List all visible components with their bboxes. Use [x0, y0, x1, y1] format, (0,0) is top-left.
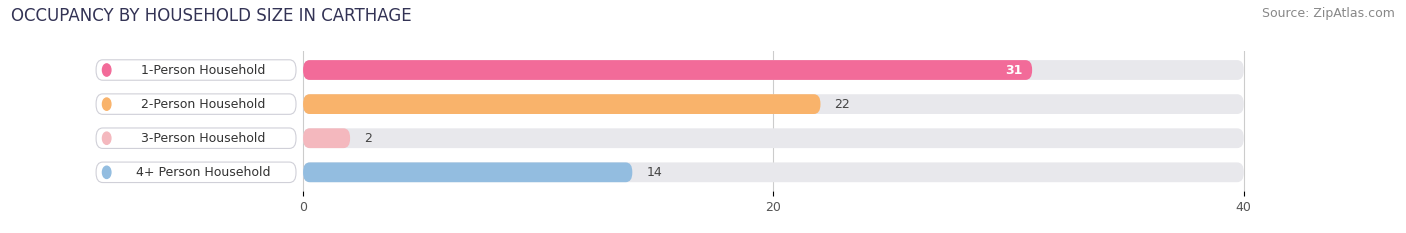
Text: 14: 14	[647, 166, 662, 179]
Text: 1-Person Household: 1-Person Household	[141, 64, 266, 76]
FancyBboxPatch shape	[304, 128, 1244, 148]
Circle shape	[103, 166, 111, 178]
FancyBboxPatch shape	[304, 94, 821, 114]
Circle shape	[103, 64, 111, 76]
FancyBboxPatch shape	[304, 60, 1032, 80]
Text: OCCUPANCY BY HOUSEHOLD SIZE IN CARTHAGE: OCCUPANCY BY HOUSEHOLD SIZE IN CARTHAGE	[11, 7, 412, 25]
Text: 3-Person Household: 3-Person Household	[141, 132, 266, 145]
FancyBboxPatch shape	[304, 162, 1244, 182]
Text: Source: ZipAtlas.com: Source: ZipAtlas.com	[1261, 7, 1395, 20]
Text: 2-Person Household: 2-Person Household	[141, 98, 266, 111]
Text: 31: 31	[1005, 64, 1022, 76]
FancyBboxPatch shape	[304, 128, 350, 148]
Text: 22: 22	[835, 98, 851, 111]
FancyBboxPatch shape	[96, 94, 297, 114]
FancyBboxPatch shape	[96, 128, 297, 148]
Text: 4+ Person Household: 4+ Person Household	[136, 166, 270, 179]
Circle shape	[103, 98, 111, 110]
FancyBboxPatch shape	[304, 162, 633, 182]
FancyBboxPatch shape	[96, 162, 297, 182]
FancyBboxPatch shape	[304, 94, 1244, 114]
Circle shape	[103, 132, 111, 144]
Text: 2: 2	[364, 132, 373, 145]
FancyBboxPatch shape	[304, 60, 1244, 80]
FancyBboxPatch shape	[96, 60, 297, 80]
